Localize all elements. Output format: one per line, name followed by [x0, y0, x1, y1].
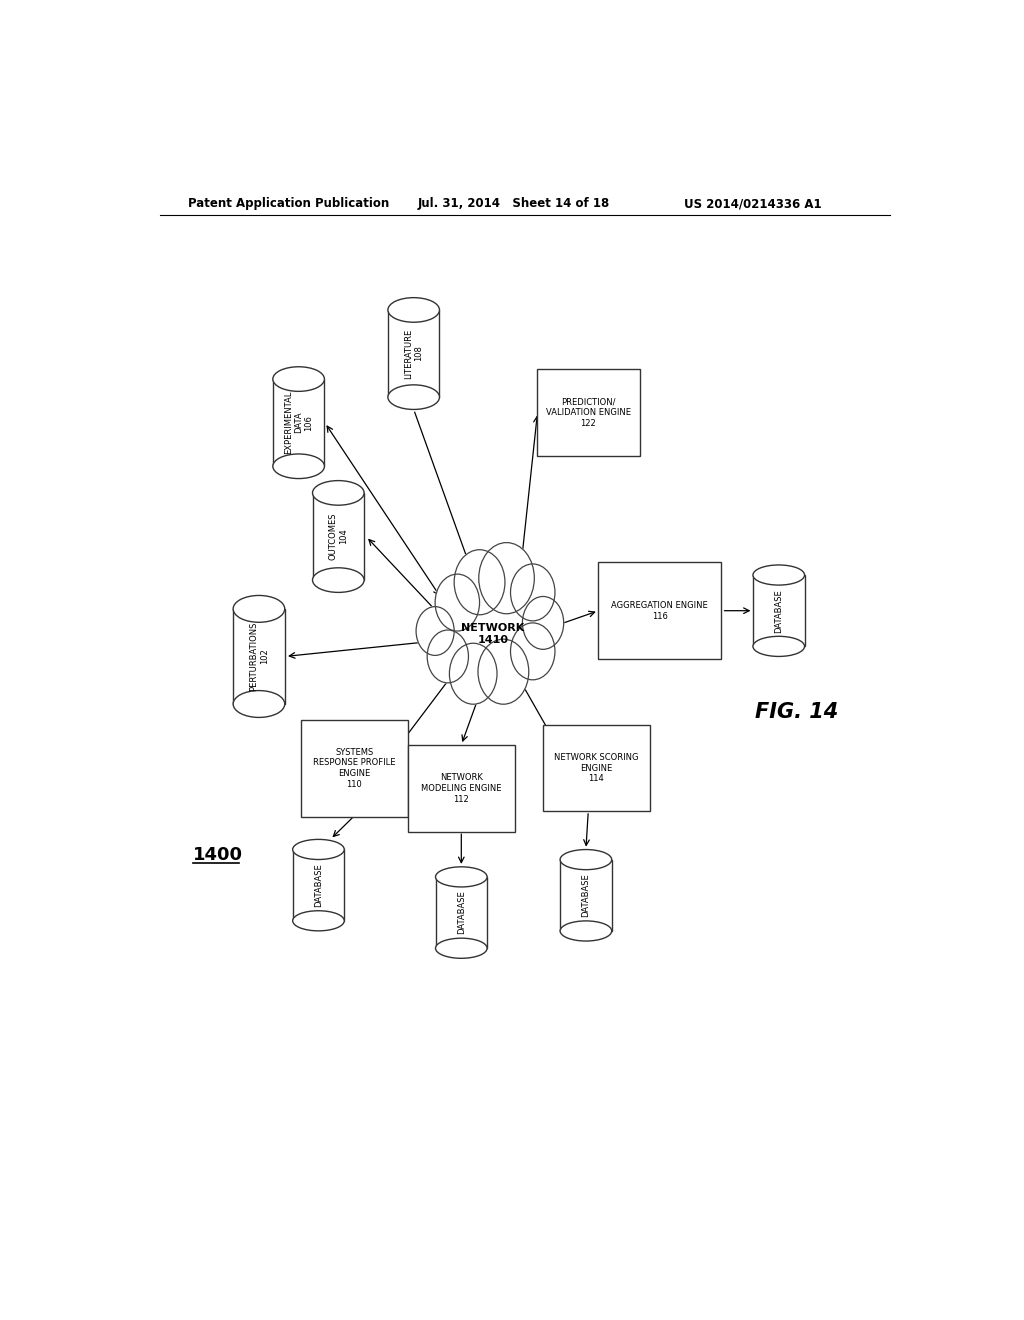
Text: NETWORK SCORING
ENGINE
114: NETWORK SCORING ENGINE 114	[554, 752, 639, 784]
FancyArrowPatch shape	[327, 426, 439, 595]
Text: US 2014/0214336 A1: US 2014/0214336 A1	[684, 197, 821, 210]
Circle shape	[435, 574, 479, 631]
Text: 1400: 1400	[194, 846, 243, 863]
Circle shape	[479, 543, 535, 614]
Ellipse shape	[233, 690, 285, 718]
FancyArrowPatch shape	[550, 611, 595, 628]
Bar	[301, 719, 408, 817]
Text: FIG. 14: FIG. 14	[755, 702, 839, 722]
Circle shape	[416, 607, 455, 656]
Text: NETWORK
1410: NETWORK 1410	[462, 623, 524, 645]
Ellipse shape	[753, 636, 805, 656]
Bar	[537, 370, 640, 455]
Bar	[388, 310, 439, 397]
FancyArrowPatch shape	[517, 417, 540, 578]
Circle shape	[450, 643, 497, 704]
Text: DATABASE: DATABASE	[457, 891, 466, 935]
Bar	[753, 576, 805, 647]
Ellipse shape	[293, 840, 344, 859]
Text: DATABASE: DATABASE	[314, 863, 323, 907]
Text: PERTURBATIONS
102: PERTURBATIONS 102	[249, 622, 268, 692]
Ellipse shape	[293, 911, 344, 931]
Text: Patent Application Publication: Patent Application Publication	[187, 197, 389, 210]
FancyArrowPatch shape	[459, 834, 464, 863]
Text: OUTCOMES
104: OUTCOMES 104	[329, 512, 348, 560]
FancyArrowPatch shape	[584, 813, 589, 845]
Text: EXPERIMENTAL
DATA
106: EXPERIMENTAL DATA 106	[284, 391, 313, 454]
FancyArrowPatch shape	[384, 678, 450, 764]
Ellipse shape	[435, 867, 487, 887]
Text: AGGREGATION ENGINE
116: AGGREGATION ENGINE 116	[611, 601, 708, 620]
Circle shape	[478, 639, 528, 704]
Text: DATABASE: DATABASE	[582, 874, 591, 917]
Ellipse shape	[560, 921, 611, 941]
Text: LITERATURE
108: LITERATURE 108	[404, 329, 423, 379]
Ellipse shape	[272, 454, 325, 479]
Circle shape	[511, 564, 555, 620]
Circle shape	[511, 623, 555, 680]
FancyArrowPatch shape	[522, 684, 568, 764]
Bar	[435, 876, 487, 948]
Bar	[233, 609, 285, 704]
Ellipse shape	[753, 565, 805, 585]
Ellipse shape	[560, 850, 611, 870]
Text: NETWORK
MODELING ENGINE
112: NETWORK MODELING ENGINE 112	[421, 774, 502, 804]
Ellipse shape	[312, 480, 365, 506]
Bar	[543, 725, 650, 812]
FancyArrowPatch shape	[415, 412, 472, 572]
Ellipse shape	[388, 297, 439, 322]
Text: SYSTEMS
RESPONSE PROFILE
ENGINE
110: SYSTEMS RESPONSE PROFILE ENGINE 110	[313, 747, 395, 789]
Circle shape	[522, 597, 563, 649]
FancyArrowPatch shape	[334, 818, 352, 837]
Bar	[560, 859, 611, 931]
Ellipse shape	[435, 939, 487, 958]
Bar	[408, 746, 515, 832]
Text: DATABASE: DATABASE	[774, 589, 783, 632]
Ellipse shape	[388, 385, 439, 409]
FancyArrowPatch shape	[462, 694, 480, 741]
Circle shape	[427, 630, 468, 682]
Ellipse shape	[312, 568, 365, 593]
Ellipse shape	[233, 595, 285, 622]
Circle shape	[455, 549, 505, 615]
Bar	[598, 562, 721, 659]
Bar	[312, 492, 365, 579]
Text: PREDICTION/
VALIDATION ENGINE
122: PREDICTION/ VALIDATION ENGINE 122	[546, 397, 631, 428]
Text: Jul. 31, 2014   Sheet 14 of 18: Jul. 31, 2014 Sheet 14 of 18	[418, 197, 610, 210]
FancyArrowPatch shape	[369, 540, 442, 618]
FancyArrowPatch shape	[290, 639, 429, 659]
FancyArrowPatch shape	[724, 609, 750, 614]
Bar	[293, 850, 344, 921]
Bar	[272, 379, 325, 466]
Ellipse shape	[272, 367, 325, 391]
